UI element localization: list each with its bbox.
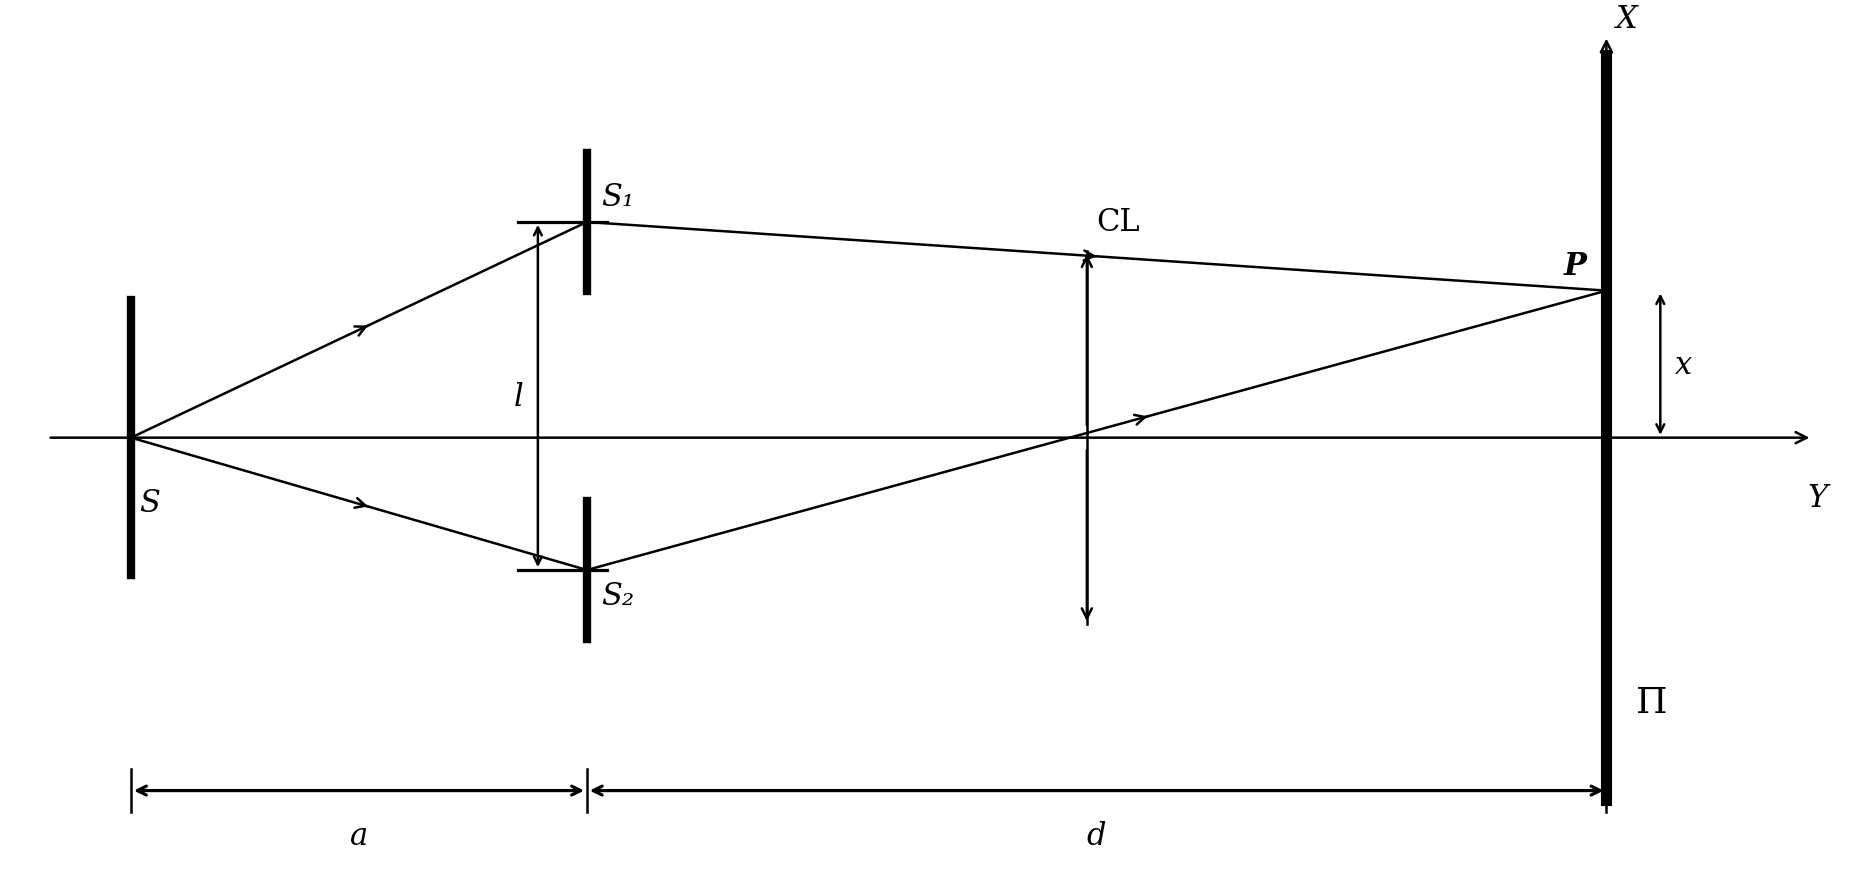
Text: l: l [513,381,523,412]
Text: X: X [1616,3,1639,35]
Text: S₂: S₂ [601,580,634,611]
Text: d: d [1086,820,1107,851]
Text: Y: Y [1808,482,1827,514]
Text: S: S [140,488,160,518]
Text: x: x [1676,349,1693,381]
Text: Π: Π [1635,686,1667,720]
Text: P: P [1564,250,1587,282]
Text: S₁: S₁ [601,182,634,213]
Text: a: a [350,820,368,851]
Text: CL: CL [1097,207,1140,237]
